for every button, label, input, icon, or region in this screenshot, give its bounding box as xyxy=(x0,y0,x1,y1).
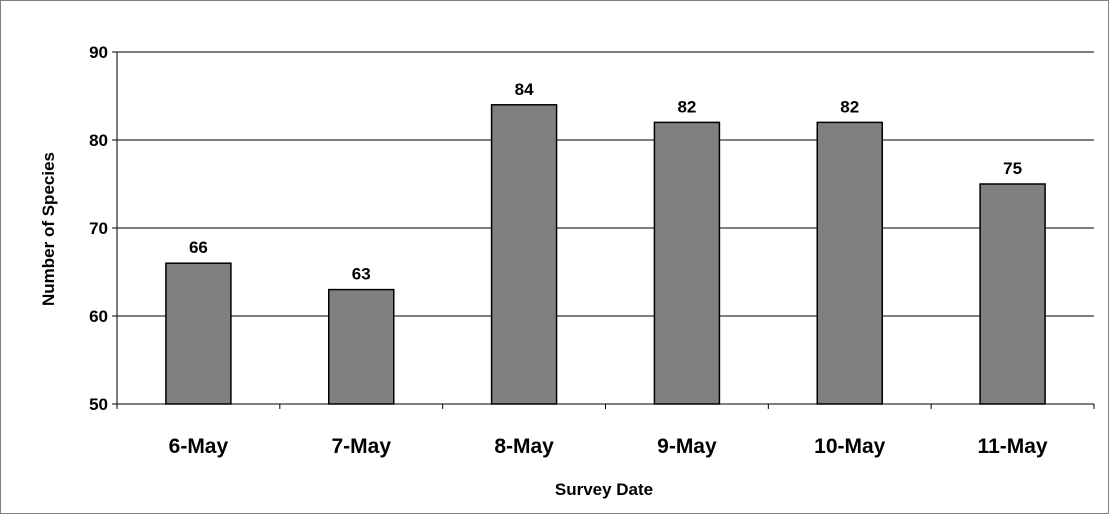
data-label: 75 xyxy=(1003,159,1022,178)
x-tick-label: 9-May xyxy=(657,435,717,458)
data-label: 82 xyxy=(840,97,859,116)
bar-11-May xyxy=(979,183,1046,405)
bar-9-May xyxy=(653,121,721,405)
bar-6-May xyxy=(165,262,232,405)
y-axis-title: Number of Species xyxy=(39,152,58,306)
axes xyxy=(112,51,1095,409)
bars xyxy=(165,104,1046,405)
x-tick-label: 10-May xyxy=(814,435,886,458)
x-axis-title: Survey Date xyxy=(555,480,653,499)
labels: 66 63 84 82 82 75 50 60 70 80 90 6-May 7-May 8-May 9-M… xyxy=(89,43,1048,458)
x-tick-label: 6-May xyxy=(169,435,229,458)
y-tick-label: 80 xyxy=(89,131,108,150)
bar-8-May xyxy=(490,104,558,405)
y-tick-label: 70 xyxy=(89,219,108,238)
bar-10-May xyxy=(816,121,883,405)
x-tick-label: 8-May xyxy=(494,435,554,458)
gridlines xyxy=(117,51,1094,317)
data-label: 63 xyxy=(352,265,371,284)
y-tick-label: 50 xyxy=(89,395,108,414)
y-tick-label: 60 xyxy=(89,307,108,326)
data-label: 84 xyxy=(515,80,534,99)
x-tick-label: 11-May xyxy=(978,435,1048,458)
x-tick-label: 7-May xyxy=(331,435,391,458)
data-label: 82 xyxy=(677,97,696,116)
data-label: 66 xyxy=(189,238,208,257)
bar-7-May xyxy=(328,288,395,405)
y-tick-label: 90 xyxy=(89,43,108,62)
